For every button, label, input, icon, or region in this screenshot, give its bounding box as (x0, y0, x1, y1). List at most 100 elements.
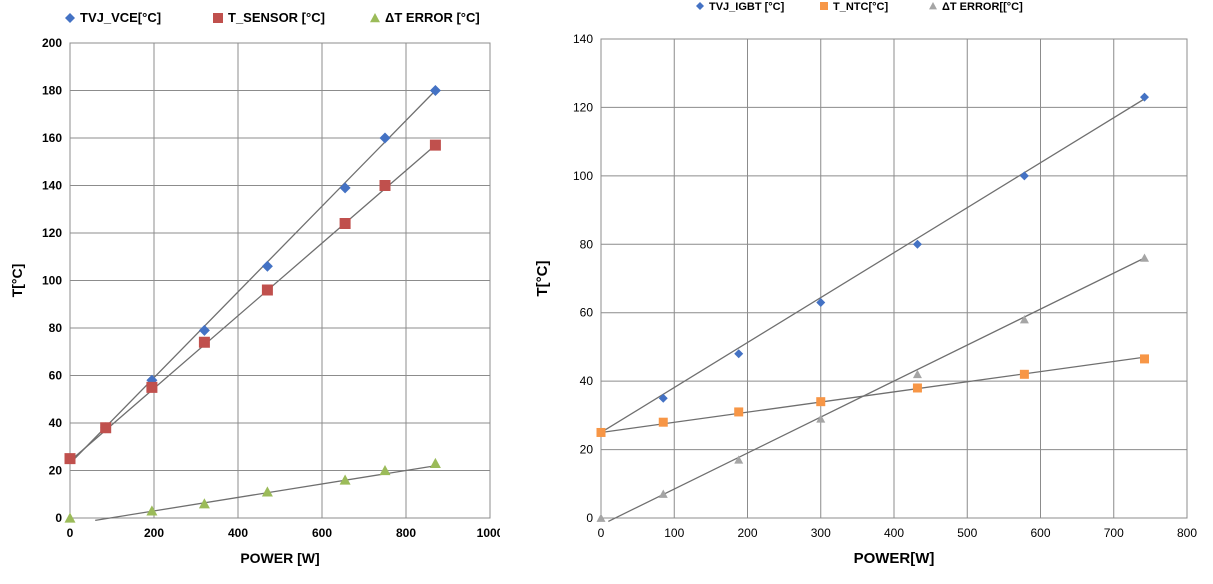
data-point (339, 182, 351, 194)
data-point (261, 486, 273, 497)
series-2 (596, 253, 1150, 522)
legend-marker (370, 13, 380, 23)
x-tick-label: 400 (228, 526, 248, 540)
data-point (1019, 315, 1029, 324)
data-point (261, 284, 273, 296)
legend-label: ΔT ERROR[[°C] (942, 1, 1023, 13)
legend-item-1: T_SENSOR [°C] (213, 10, 325, 25)
data-point (816, 297, 826, 307)
legend-marker (65, 13, 75, 23)
data-point (198, 324, 210, 336)
y-tick-label: 200 (42, 36, 62, 50)
data-point (912, 383, 922, 393)
data-point (198, 336, 210, 348)
x-tick-label: 0 (67, 526, 74, 540)
legend-label: ΔT ERROR [°C] (385, 10, 480, 25)
y-tick-label: 0 (55, 511, 62, 525)
y-tick-label: 0 (586, 511, 593, 525)
legend-item-1: T_NTC[°C] (820, 1, 888, 13)
y-tick-label: 40 (49, 416, 63, 430)
data-point (1140, 354, 1150, 364)
data-point (198, 498, 210, 509)
data-point (146, 381, 158, 393)
series-2 (64, 457, 441, 523)
series-1 (596, 354, 1150, 437)
legend-label: TVJ_VCE[°C] (80, 10, 161, 25)
data-point (339, 474, 351, 485)
data-point (734, 455, 744, 464)
data-point (379, 180, 391, 191)
chart-left: 0 20 40 60 80 100 120 140 160 180 200 0 200 400 600 800… (9, 10, 500, 566)
y-axis-title: T[°C] (9, 264, 25, 298)
x-tick-label: 600 (312, 526, 332, 540)
data-point (816, 414, 826, 423)
y-tick-label: 100 (573, 169, 593, 183)
data-point (100, 422, 112, 434)
legend-item-2: ΔT ERROR [°C] (370, 10, 480, 25)
y-tick-label: 100 (42, 274, 62, 288)
x-axis-title: POWER [W] (240, 550, 319, 566)
legend-label: TVJ_IGBT [°C] (709, 1, 785, 13)
y-tick-label: 140 (42, 179, 62, 193)
y-tick-label: 40 (580, 374, 594, 388)
legend-item-2: ΔT ERROR[[°C] (929, 1, 1023, 13)
x-tick-label: 1000 (477, 526, 500, 540)
x-tick-label: 100 (664, 526, 684, 540)
x-tick-label: 600 (1030, 526, 1050, 540)
data-point (734, 407, 744, 417)
data-point (1019, 171, 1029, 181)
y-tick-label: 60 (580, 306, 594, 320)
y-axis-title: T[°C] (534, 261, 551, 297)
y-tick-label: 180 (42, 84, 62, 98)
data-point (912, 369, 922, 379)
trendline-0 (600, 98, 1145, 434)
data-point (596, 513, 606, 522)
data-point (658, 489, 668, 498)
y-tick-label: 120 (573, 100, 593, 114)
legend-marker (213, 13, 223, 23)
data-point (734, 349, 744, 359)
trendline-1 (600, 356, 1145, 434)
y-tick-label: 20 (580, 443, 594, 457)
x-tick-label: 300 (811, 526, 831, 540)
series-1 (64, 139, 441, 465)
y-tick-label: 160 (42, 131, 62, 145)
data-point (1019, 369, 1029, 379)
legend-item-0: TVJ_IGBT [°C] (696, 1, 785, 13)
data-point (658, 417, 668, 427)
y-tick-label: 20 (49, 464, 63, 478)
chart-right: 0 20 40 60 80 100 120 140 0 100 200 300 400 500 600 700… (534, 1, 1197, 567)
x-tick-label: 200 (737, 526, 757, 540)
x-tick-label: 500 (957, 526, 977, 540)
legend-item-0: TVJ_VCE[°C] (65, 10, 161, 25)
data-point (596, 427, 606, 437)
data-point (816, 397, 826, 407)
data-point (429, 139, 441, 151)
x-tick-label: 800 (1177, 526, 1197, 540)
y-tick-label: 120 (42, 226, 62, 240)
x-axis-title: POWER[W] (854, 550, 935, 567)
data-point (1140, 253, 1150, 262)
data-point (379, 132, 391, 144)
data-point (64, 512, 76, 523)
data-point (429, 457, 441, 469)
data-point (379, 465, 391, 476)
y-tick-label: 80 (580, 237, 594, 251)
x-tick-label: 0 (598, 526, 605, 540)
x-tick-label: 400 (884, 526, 904, 540)
trendline-2 (608, 257, 1145, 523)
data-point (1140, 92, 1150, 102)
data-point (339, 218, 351, 229)
y-tick-label: 140 (573, 32, 593, 46)
legend-marker (820, 2, 828, 10)
data-point (658, 393, 668, 403)
legend-label: T_SENSOR [°C] (228, 10, 325, 25)
data-point (146, 505, 158, 516)
data-point (64, 453, 76, 465)
legend-marker (696, 2, 704, 10)
trendline-1 (69, 144, 436, 462)
x-tick-label: 200 (144, 526, 164, 540)
trendline-0 (69, 90, 436, 464)
data-point (261, 260, 273, 272)
data-point (429, 85, 441, 96)
